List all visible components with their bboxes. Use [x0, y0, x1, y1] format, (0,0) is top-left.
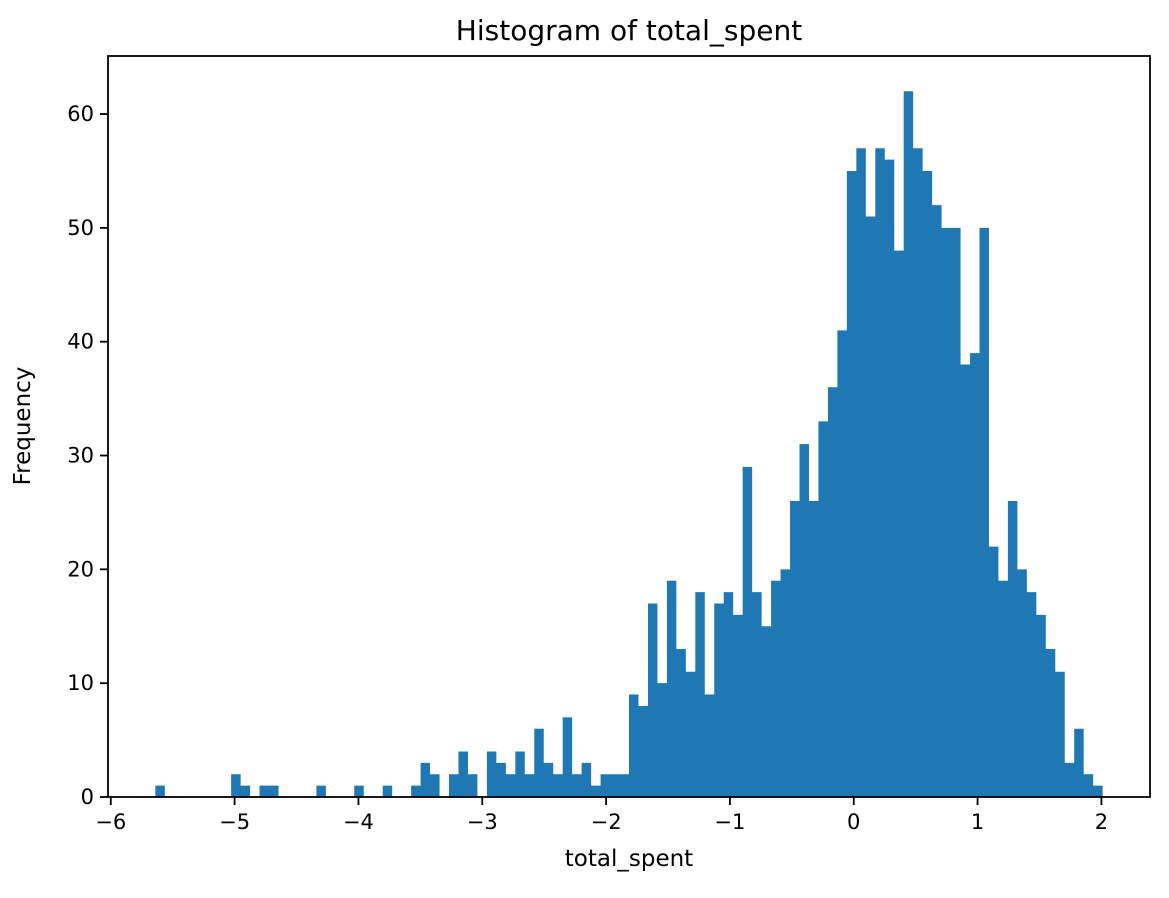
- y-tick-label: 30: [67, 444, 94, 468]
- axis-ticks: [100, 113, 1103, 805]
- y-tick-label: 0: [81, 785, 94, 809]
- x-tick-label: −6: [95, 810, 126, 834]
- x-tick-label: 2: [1095, 810, 1108, 834]
- x-tick-label: −3: [467, 810, 498, 834]
- y-axis-tick-labels: 0 10 20 30 40 50 60: [67, 102, 94, 809]
- x-tick-label: −5: [219, 810, 250, 834]
- x-axis-label: total_spent: [565, 846, 693, 872]
- chart-title: Histogram of total_spent: [456, 14, 802, 47]
- y-axis-label: Frequency: [10, 367, 36, 486]
- y-tick-label: 40: [67, 330, 94, 354]
- y-tick-label: 10: [67, 671, 94, 695]
- y-tick-label: 20: [67, 557, 94, 581]
- x-tick-label: 0: [847, 810, 860, 834]
- histogram-bars: [155, 91, 1103, 798]
- x-tick-label: 1: [971, 810, 984, 834]
- x-tick-label: −2: [591, 810, 622, 834]
- histogram-bar-series: [155, 91, 1103, 798]
- x-tick-label: −4: [343, 810, 374, 834]
- plot-frame: [107, 55, 1151, 798]
- y-tick-label: 60: [67, 102, 94, 126]
- x-tick-label: −1: [714, 810, 745, 834]
- y-tick-label: 50: [67, 216, 94, 240]
- x-axis-tick-labels: −6 −5 −4 −3 −2 −1 0 1 2: [95, 810, 1108, 834]
